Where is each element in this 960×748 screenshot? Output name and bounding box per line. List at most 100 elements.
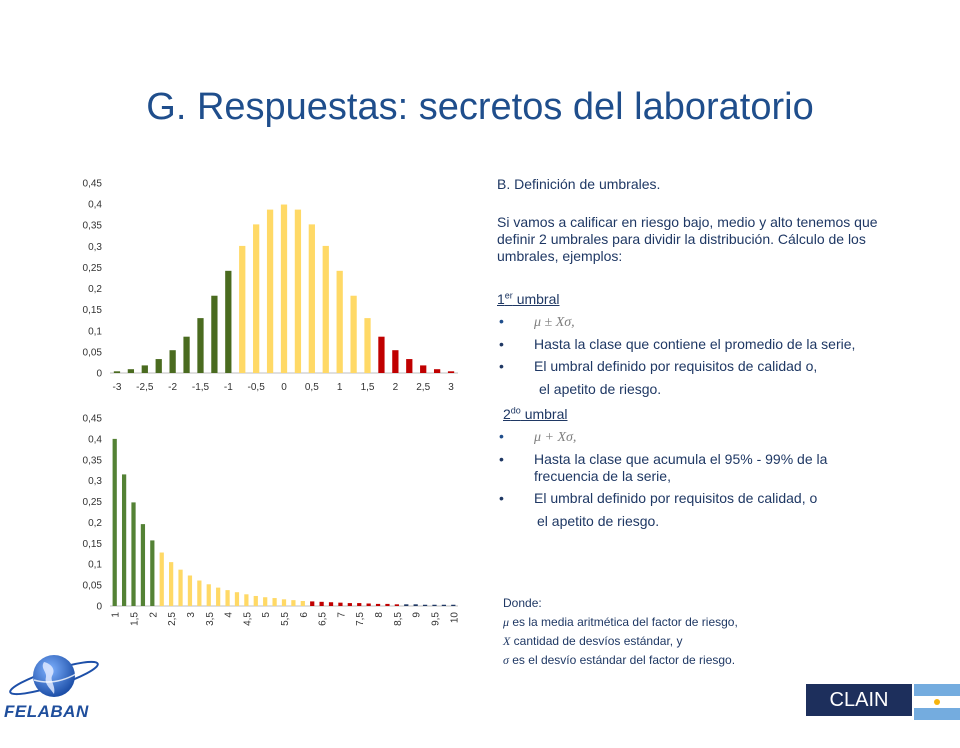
x-tick-label: 5,5	[280, 612, 291, 626]
definition-x: X cantidad de desvíos estándar, y	[503, 634, 683, 648]
bar	[253, 595, 258, 606]
bar	[183, 336, 190, 373]
argentina-flag-icon	[914, 684, 960, 720]
bar	[253, 224, 260, 373]
y-tick-label: 0,3	[88, 242, 102, 253]
chart-1-svg: 0 0,05 0,1 0,15 0,2 0,25 0,3 0,35 0,4 0,45 -3 -2,5 -…	[83, 179, 458, 393]
bar	[131, 502, 136, 606]
bar	[447, 371, 455, 373]
bar	[113, 371, 121, 373]
y-tick-label: 0,05	[83, 581, 103, 592]
umbral2-item-formula: • μ + Xσ,	[499, 428, 577, 446]
x-tick-label: 0	[281, 382, 287, 393]
y-tick-label: 0,2	[88, 284, 102, 295]
definition-sigma: σ es el desvío estándar del factor de ri…	[503, 653, 736, 667]
x-tick-label: 2,5	[416, 382, 430, 393]
umbral2-heading: 2do umbral	[503, 405, 568, 423]
bar	[263, 597, 268, 606]
x-tick-label: 8	[374, 612, 385, 618]
bar	[364, 318, 371, 373]
bar	[169, 562, 174, 606]
event-badge: CLAIN 2014	[806, 684, 912, 743]
x-tick-label: 3	[448, 382, 454, 393]
bar	[112, 438, 117, 606]
x-tick-label: 6	[299, 612, 310, 618]
definition-mu: μ es la media aritmética del factor de r…	[503, 615, 738, 629]
y-tick-label: 0,1	[88, 560, 102, 571]
bar	[225, 270, 232, 373]
text-panel: B. Definición de umbrales. Si vamos a ca…	[497, 176, 887, 530]
y-tick-label: 0,15	[83, 539, 103, 550]
bar	[197, 318, 204, 373]
skewed-distribution-chart: 0 0,05 0,1 0,15 0,2 0,25 0,3 0,35 0,4 0,45 1 1,5 2 2,…	[60, 410, 465, 645]
y-tick-label: 0,45	[83, 414, 103, 425]
x-tick-label: -1	[224, 382, 233, 393]
bar	[244, 594, 249, 606]
x-tick-label: 9	[412, 612, 423, 618]
bar	[336, 270, 343, 373]
bar	[216, 587, 221, 606]
bar	[413, 604, 418, 606]
page-title: G. Respuestas: secretos del laboratorio	[146, 86, 814, 128]
x-tick-label: -1,5	[192, 382, 210, 393]
bar	[406, 359, 413, 373]
bar	[433, 369, 441, 373]
x-tick-label: 7,5	[355, 612, 366, 626]
bar	[322, 245, 329, 373]
x-tick-label: 1,5	[130, 612, 141, 626]
y-tick-label: 0,25	[83, 263, 103, 274]
bar	[281, 599, 287, 606]
logo-text: FELABAN	[4, 702, 89, 721]
bar	[420, 365, 427, 373]
bar	[338, 602, 343, 606]
umbral1-item-formula: • μ ± Xσ,	[499, 312, 575, 330]
bar	[211, 295, 218, 373]
bar	[394, 604, 399, 606]
bar	[375, 603, 381, 606]
bar	[404, 604, 409, 606]
bar	[169, 350, 176, 373]
bar	[121, 474, 127, 606]
umbral2-item-quality: • El umbral definido por requisitos de ca…	[499, 490, 818, 507]
y-tick-label: 0,4	[88, 434, 102, 445]
x-tick-label: 3,5	[205, 612, 216, 626]
bar	[378, 336, 385, 373]
x-tick-label: 5	[261, 612, 272, 618]
x-tick-label: 0,5	[305, 382, 319, 393]
umbral1-item-class: • Hasta la clase que contiene el promedio…	[499, 335, 856, 352]
donde-label: Donde:	[503, 596, 542, 610]
bar	[300, 600, 305, 606]
x-tick-label: 9,5	[430, 612, 441, 626]
bar	[432, 604, 437, 606]
section-heading: B. Definición de umbrales.	[497, 176, 661, 192]
x-tick-label: 4,5	[242, 612, 253, 626]
y-tick-label: 0,05	[83, 347, 103, 358]
y-tick-label: 0,4	[88, 200, 102, 211]
bar	[294, 209, 302, 373]
umbral2-item-cumulative: • Hasta la clase que acumula el 95% - 99%…	[499, 451, 828, 485]
x-tick-label: 3	[186, 612, 197, 618]
x-tick-label: -2	[168, 382, 177, 393]
x-tick-label: 1	[337, 382, 343, 393]
x-tick-label: -0,5	[248, 382, 266, 393]
y-tick-label: 0,25	[83, 497, 103, 508]
bar	[291, 600, 296, 606]
x-tick-label: 4	[224, 612, 235, 618]
x-tick-label: 8,5	[393, 612, 404, 626]
bar	[141, 365, 148, 373]
bar	[441, 604, 447, 606]
bar	[266, 209, 274, 373]
intro-paragraph: Si vamos a calificar en riesgo bajo, med…	[497, 214, 878, 264]
umbral1-continuation: el apetito de riesgo.	[539, 380, 662, 397]
x-tick-label: 2	[148, 612, 159, 618]
y-tick-label: 0	[96, 602, 102, 613]
bar	[239, 245, 246, 373]
x-tick-label: 2,5	[167, 612, 178, 626]
umbral2-continuation: el apetito de riesgo.	[537, 513, 660, 530]
bar	[319, 601, 324, 606]
bar	[206, 584, 211, 606]
bar	[140, 524, 146, 606]
definitions-block: Donde: μ es la media aritmética del fact…	[503, 594, 738, 670]
x-tick-label: -3	[113, 382, 122, 393]
bar	[310, 601, 315, 606]
